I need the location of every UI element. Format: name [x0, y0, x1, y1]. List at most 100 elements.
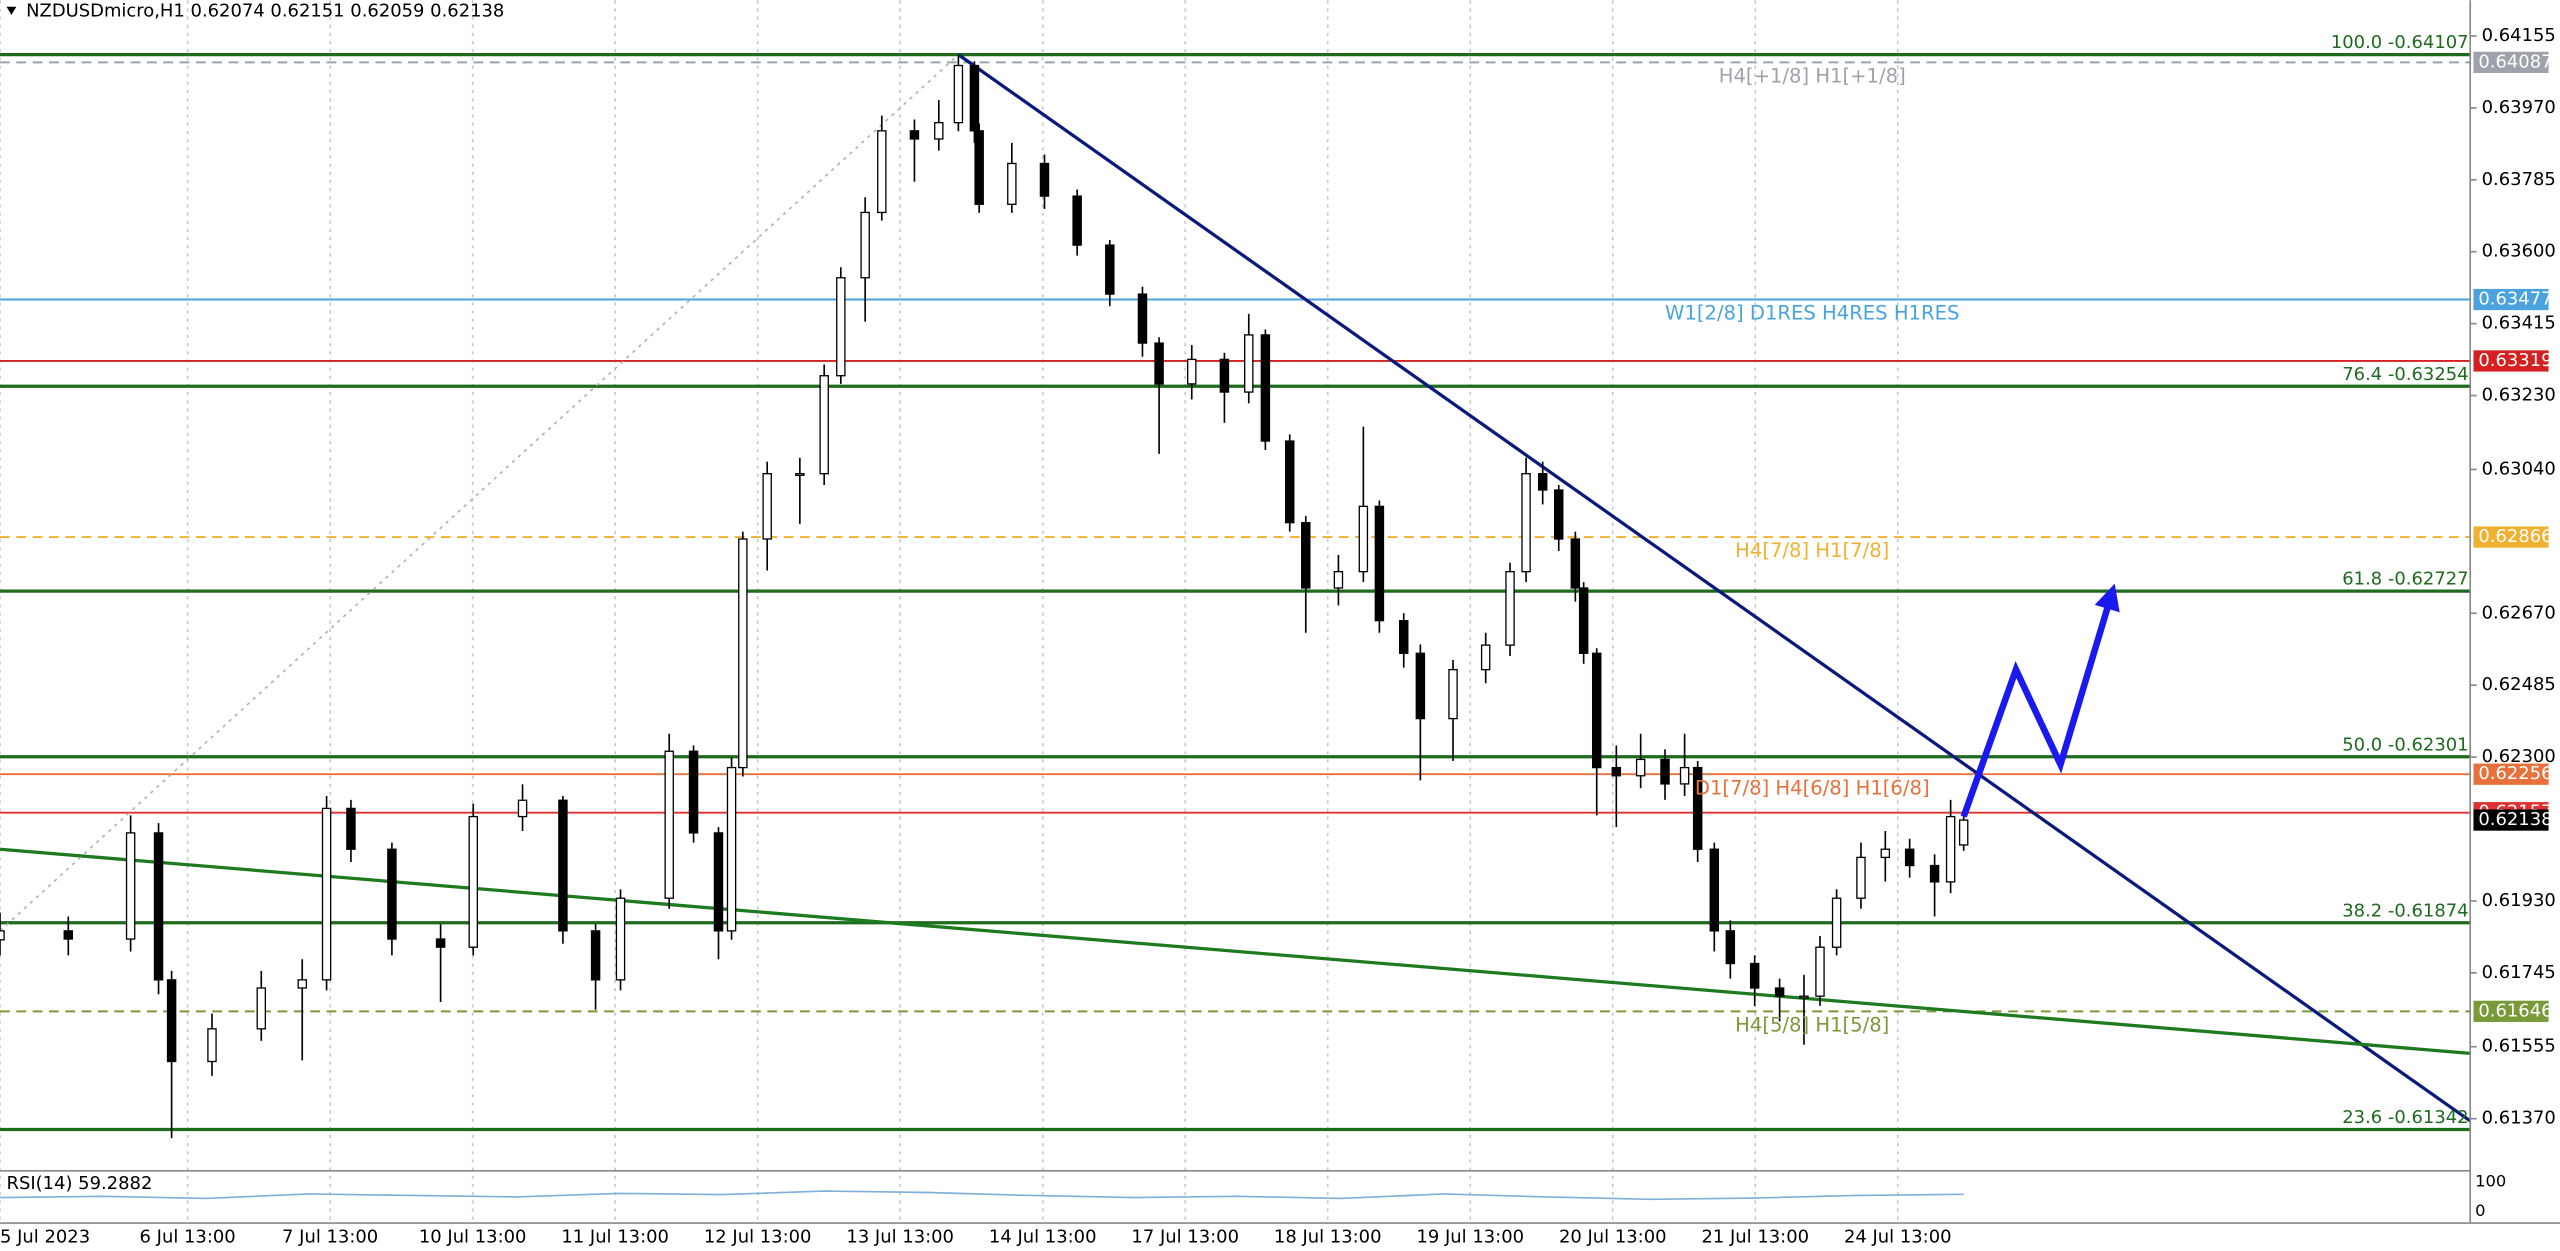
candle-body: [1774, 987, 1785, 997]
candle-body: [860, 211, 870, 279]
candle-body: [1007, 162, 1017, 205]
candle-body: [468, 815, 478, 948]
x-tick-label: 19 Jul 13:00: [1416, 1227, 1524, 1248]
candle-body: [1154, 342, 1164, 385]
candle-body: [346, 807, 356, 850]
candle-body: [166, 979, 177, 1063]
candle-body: [1578, 587, 1589, 654]
candle-body: [974, 130, 984, 205]
candle-body: [1679, 766, 1690, 785]
candle-body: [738, 538, 748, 769]
candle-body: [1219, 358, 1230, 393]
candle-body: [795, 473, 805, 476]
menu-icon[interactable]: [6, 6, 17, 15]
x-tick-label: 18 Jul 13:00: [1274, 1227, 1382, 1248]
y-tick-label: 0.63970: [2482, 97, 2556, 118]
price-tag: [2473, 288, 2549, 311]
candle-body: [1660, 758, 1670, 785]
candle-body: [934, 121, 944, 140]
x-tick-label: 20 Jul 13:00: [1559, 1227, 1667, 1248]
candle-body: [713, 832, 724, 932]
candle-body: [1880, 848, 1891, 859]
price-tag-label: 0.61646: [2478, 1000, 2552, 1021]
candle-body: [953, 64, 964, 124]
level-note: D1[7/8] H4[6/8] H1[6/8]: [1695, 776, 1930, 799]
candle-body: [1709, 848, 1720, 932]
x-tick-label: 10 Jul 13:00: [419, 1227, 527, 1248]
x-tick-label: 24 Jul 13:00: [1844, 1227, 1952, 1248]
price-tag-label: 0.62256: [2478, 763, 2552, 784]
candle-body: [1537, 473, 1548, 491]
y-tick-label: 0.63415: [2482, 313, 2556, 334]
y-tick-label: 0.63785: [2482, 169, 2556, 190]
price-tag-label: 0.62138: [2478, 809, 2552, 830]
candle-body: [819, 375, 829, 475]
candle-body: [1945, 815, 1956, 883]
candle-body: [1692, 766, 1703, 850]
x-tick-label: 6 Jul 13:00: [140, 1227, 236, 1248]
x-tick-label: 11 Jul 13:00: [561, 1227, 669, 1248]
candle-body: [1570, 538, 1581, 589]
candle-body: [1815, 946, 1825, 997]
candle-body: [517, 799, 528, 818]
candle-body: [321, 807, 332, 981]
price-tag-label: 0.62866: [2478, 526, 2552, 547]
candle-body: [1039, 162, 1050, 197]
candle-body: [207, 1028, 217, 1063]
level-note: H4[7/8] H1[7/8]: [1735, 539, 1889, 562]
fib-label: 61.8 -0.62727: [2342, 569, 2468, 590]
price-tag: [2473, 526, 2549, 548]
candle-body: [726, 766, 737, 932]
price-tag: [2473, 763, 2549, 785]
level-note: H4[5/8] H1[5/8]: [1735, 1014, 1889, 1037]
level-note: H4[+1/8] H1[+1/8]: [1719, 65, 1906, 88]
price-tag: [2473, 809, 2549, 831]
price-tag-label: 0.63477: [2478, 289, 2552, 310]
candle-body: [256, 987, 267, 1030]
y-tick-label: 0.62485: [2482, 674, 2556, 695]
candle-body: [688, 750, 699, 834]
candle-body: [558, 799, 568, 932]
candle-body: [1831, 897, 1842, 948]
fib-label: 100.0 -0.64107: [2331, 32, 2469, 53]
candle-body: [1904, 848, 1915, 867]
candle-body: [1958, 819, 1969, 846]
y-tick-label: 0.61745: [2482, 962, 2556, 983]
rsi-tick-label: 0: [2475, 1201, 2485, 1220]
candle-body: [1725, 930, 1736, 965]
candle-body: [1799, 995, 1809, 999]
candle-body: [153, 832, 164, 981]
candle-body: [1480, 644, 1491, 671]
candle-body: [1521, 473, 1531, 573]
candle-body: [1929, 864, 1940, 883]
candle-body: [1591, 652, 1602, 769]
fib-label: 50.0 -0.62301: [2342, 734, 2468, 755]
candle-body: [969, 64, 980, 132]
candle-body: [1448, 668, 1458, 720]
candle-body: [1244, 334, 1254, 393]
candle-body: [1553, 489, 1564, 540]
candle-body: [1260, 334, 1271, 442]
candle-body: [909, 130, 920, 140]
candle-body: [1284, 440, 1295, 524]
candle-body: [1187, 358, 1197, 385]
x-tick-label: 7 Jul 13:00: [282, 1227, 378, 1248]
price-tag-label: 0.64087: [2478, 51, 2552, 72]
candle-body: [387, 848, 397, 940]
candle-body: [664, 750, 674, 899]
candle-body: [1505, 571, 1515, 646]
fib-label: 23.6 -0.61342: [2342, 1107, 2468, 1128]
x-tick-label: 12 Jul 13:00: [704, 1227, 812, 1248]
candle-body: [0, 930, 5, 941]
candle-body: [615, 897, 626, 981]
candle-body: [1399, 619, 1409, 654]
trendline: [957, 53, 2472, 1123]
candle-body: [63, 930, 74, 940]
candle-body: [1635, 758, 1646, 777]
candle-body: [435, 938, 446, 948]
forecast-arrow: [1960, 583, 2120, 818]
fib-label: 38.2 -0.61874: [2342, 900, 2468, 921]
